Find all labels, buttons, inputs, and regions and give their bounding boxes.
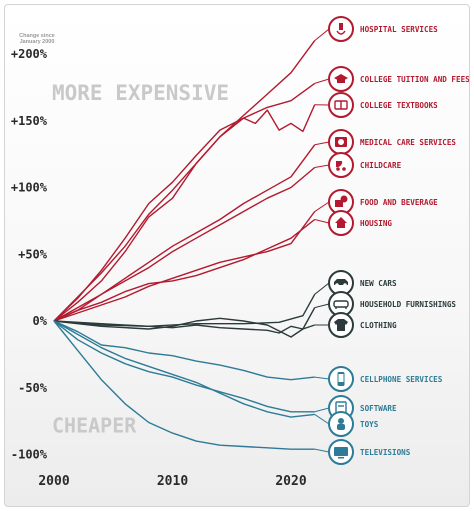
axis-note-line1: Change since bbox=[19, 33, 55, 39]
series-name: TOYS bbox=[360, 420, 379, 429]
series-line-housing bbox=[53, 218, 316, 322]
hospital-icon bbox=[336, 23, 346, 35]
y-tick-label: -50% bbox=[18, 381, 48, 395]
series-label-software: SOFTWARE bbox=[314, 395, 397, 421]
series-name: HOSPITAL SERVICES bbox=[360, 25, 438, 34]
series-line-hospital-services bbox=[53, 40, 316, 322]
toy-icon bbox=[337, 418, 345, 430]
series-label-televisions: TELEVISIONS bbox=[314, 439, 411, 465]
series-line-toys bbox=[53, 320, 315, 418]
series-line-cellphone-services bbox=[53, 320, 315, 381]
car-icon bbox=[334, 279, 348, 287]
series-line-new-cars bbox=[53, 293, 316, 327]
series-line-household-furnishings bbox=[53, 307, 316, 334]
series-name: MEDICAL CARE SERVICES bbox=[360, 138, 456, 147]
x-tick-label: 2020 bbox=[275, 474, 306, 489]
chart-frame: +200% +150% +100% +50% 0% -50% -100% Change sin… bbox=[4, 4, 470, 507]
y-tick-label: +100% bbox=[11, 181, 48, 195]
series-label-medical-care-services: MEDICAL CARE SERVICES bbox=[314, 129, 456, 155]
x-tick-label: 2010 bbox=[157, 474, 188, 489]
graduation-cap-icon bbox=[334, 74, 348, 83]
y-tick-label: +200% bbox=[11, 47, 48, 61]
series-name: NEW CARS bbox=[360, 279, 397, 288]
food-icon bbox=[335, 195, 348, 207]
series-name: TELEVISIONS bbox=[360, 448, 411, 457]
y-tick-label: -100% bbox=[11, 448, 48, 462]
series-label-new-cars: NEW CARS bbox=[314, 270, 397, 296]
series-line-college-tuition-and-fees bbox=[53, 82, 316, 322]
series-name: COLLEGE TEXTBOOKS bbox=[360, 101, 438, 110]
shirt-icon bbox=[334, 319, 348, 331]
series-label-food-and-beverage: FOOD AND BEVERAGE bbox=[314, 189, 438, 215]
series-label-household-furnishings: HOUSEHOLD FURNISHINGS bbox=[314, 291, 456, 317]
series-label-hospital-services: HOSPITAL SERVICES bbox=[314, 16, 438, 42]
series-line-college-textbooks bbox=[53, 104, 316, 322]
series-name: CELLPHONE SERVICES bbox=[360, 375, 443, 384]
series-name: COLLEGE TUITION AND FEES bbox=[360, 75, 469, 84]
series-label-college-tuition-and-fees: COLLEGE TUITION AND FEES bbox=[314, 66, 469, 92]
sofa-icon bbox=[333, 300, 349, 309]
medical-kit-icon bbox=[335, 137, 347, 147]
house-icon bbox=[335, 217, 347, 228]
y-tick-label: +50% bbox=[18, 247, 48, 261]
series-line-medical-care-services bbox=[53, 144, 316, 322]
series-label-housing: HOUSING bbox=[314, 210, 392, 236]
series-name: SOFTWARE bbox=[360, 404, 397, 413]
series-label-college-textbooks: COLLEGE TEXTBOOKS bbox=[314, 92, 438, 118]
y-tick-label: 0% bbox=[33, 314, 48, 328]
series-label-childcare: CHILDCARE bbox=[314, 152, 402, 178]
series-line-televisions bbox=[53, 320, 315, 450]
series-name: FOOD AND BEVERAGE bbox=[360, 198, 438, 207]
series-label-toys: TOYS bbox=[314, 411, 379, 437]
book-icon bbox=[334, 100, 348, 110]
y-tick-label: +150% bbox=[11, 114, 48, 128]
series-line-food-and-beverage bbox=[53, 211, 316, 322]
axis-note-line2: January 2000 bbox=[20, 39, 55, 45]
more-expensive-label: MORE EXPENSIVE bbox=[52, 81, 229, 105]
tv-icon bbox=[334, 447, 348, 459]
stroller-icon bbox=[336, 161, 346, 171]
cheaper-label: CHEAPER bbox=[52, 413, 137, 437]
series-label-cellphone-services: CELLPHONE SERVICES bbox=[314, 366, 443, 392]
chart-canvas: +200% +150% +100% +50% 0% -50% -100% Change sin… bbox=[11, 16, 469, 489]
series-name: HOUSING bbox=[360, 219, 392, 228]
x-tick-label: 2000 bbox=[38, 474, 69, 489]
series-name: HOUSEHOLD FURNISHINGS bbox=[360, 300, 456, 309]
series-name: CLOTHING bbox=[360, 321, 397, 330]
series-line-childcare bbox=[53, 166, 316, 322]
series-line-software bbox=[53, 320, 315, 413]
series-label-clothing: CLOTHING bbox=[314, 312, 397, 338]
series-line-clothing bbox=[53, 317, 315, 338]
phone-icon bbox=[337, 372, 345, 386]
series-name: CHILDCARE bbox=[360, 161, 402, 170]
